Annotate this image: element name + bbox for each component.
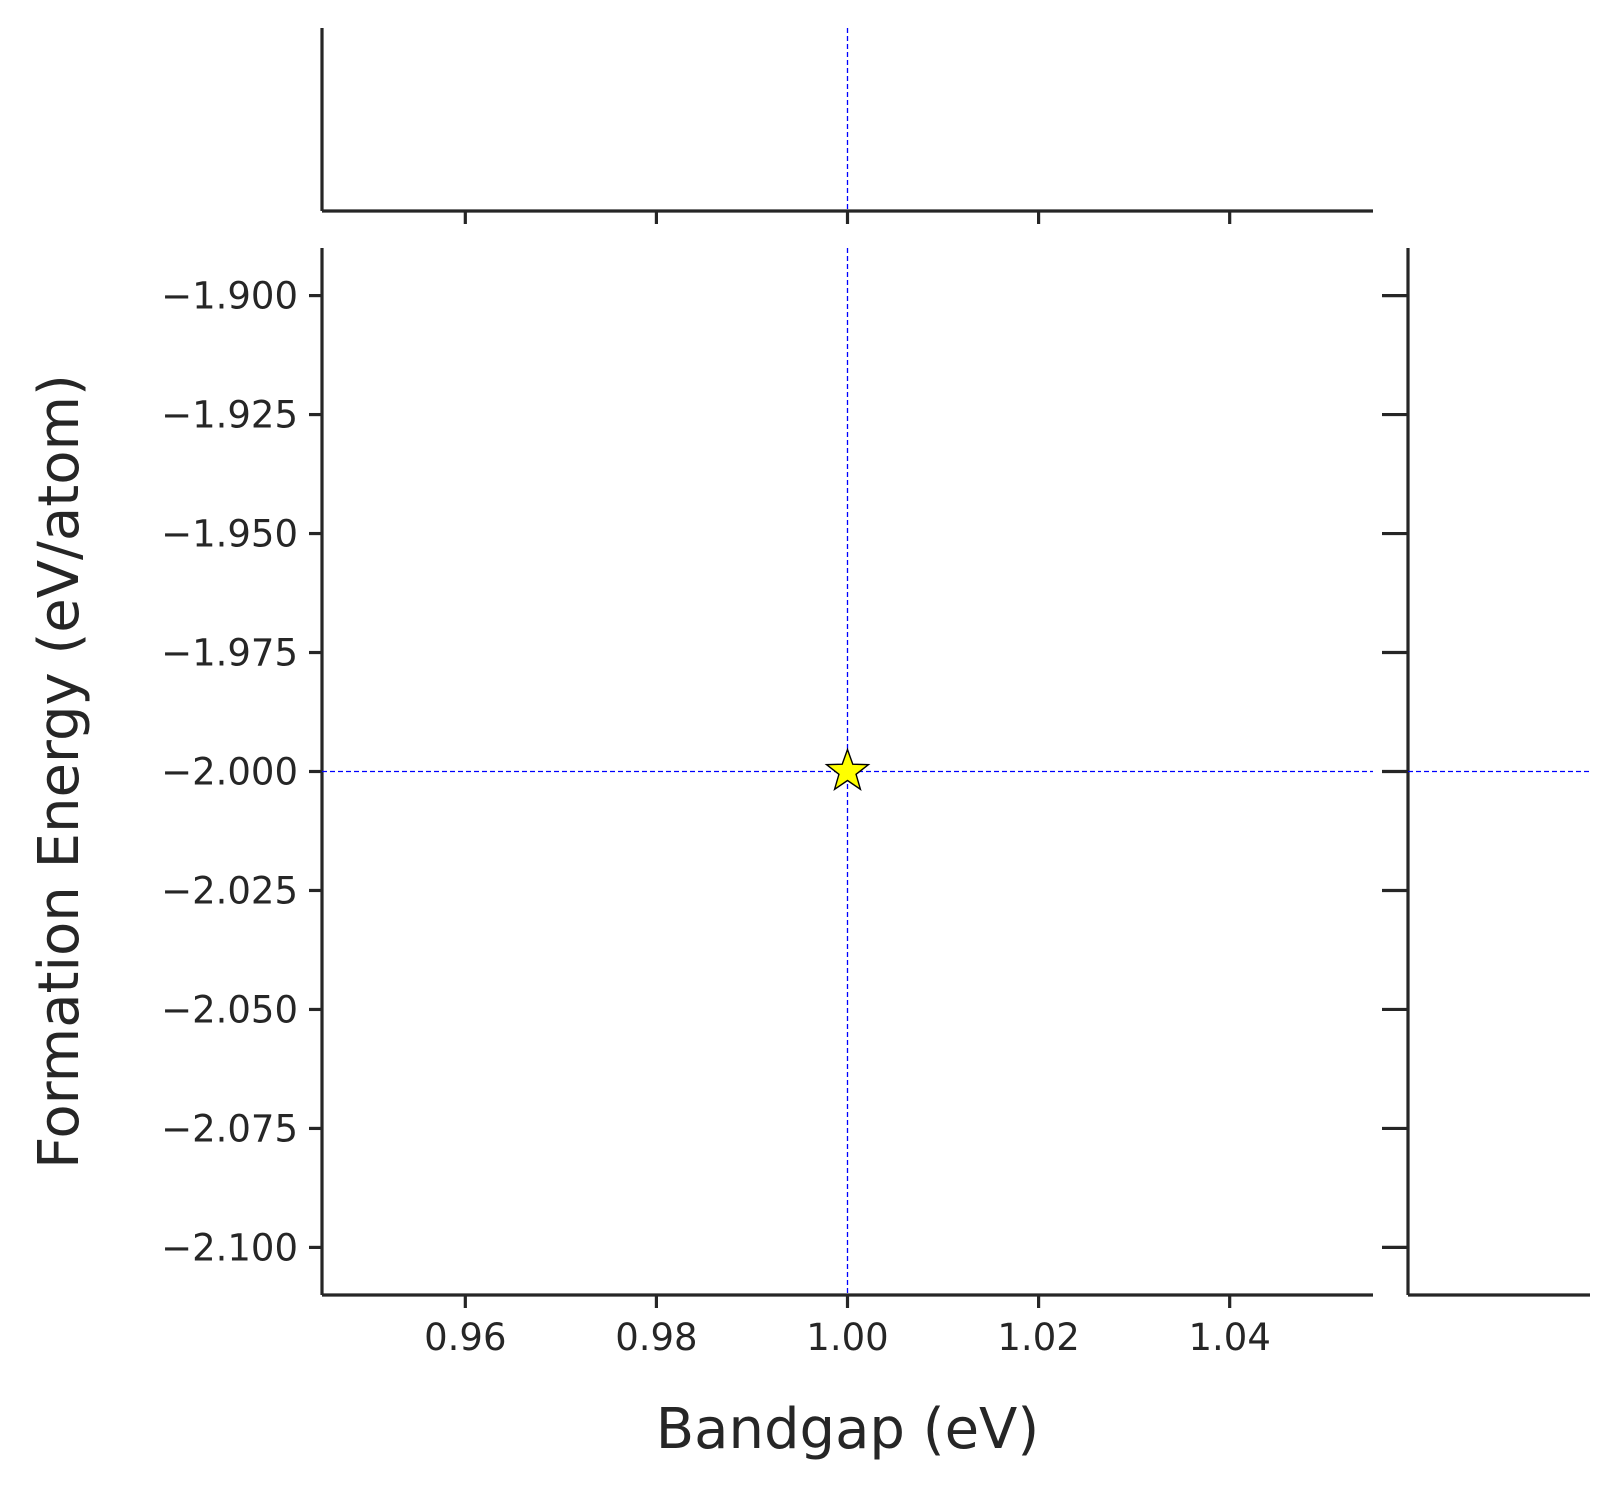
y-axis-label: Formation Energy (eV/atom) [27, 374, 92, 1169]
marginal-y-axes [1382, 248, 1590, 1297]
y-tick-label: −1.900 [161, 275, 298, 318]
y-tick-label: −1.950 [161, 513, 298, 556]
x-tick-label: 1.00 [806, 1316, 888, 1359]
x-axis-label: Bandgap (eV) [656, 1397, 1039, 1462]
y-tick-label: −1.925 [161, 394, 298, 437]
marginal-x-axes [320, 28, 1373, 224]
y-tick-label: −2.100 [161, 1226, 298, 1269]
y-tick-label: −2.050 [161, 988, 298, 1031]
x-tick-label: 0.98 [615, 1316, 697, 1359]
x-tick-label: 1.02 [997, 1316, 1079, 1359]
y-tick-label: −2.075 [161, 1107, 298, 1150]
y-tick-label: −1.975 [161, 632, 298, 675]
x-tick-label: 1.04 [1188, 1316, 1270, 1359]
y-tick-label: −2.025 [161, 869, 298, 912]
y-tick-label: −2.000 [161, 751, 298, 794]
x-tick-label: 0.96 [424, 1316, 506, 1359]
main-axes: 0.96 0.98 1.00 1.02 1.04 −1.900 −1.925 −1.950 −1… [161, 248, 1373, 1359]
data-point-star [824, 747, 871, 791]
